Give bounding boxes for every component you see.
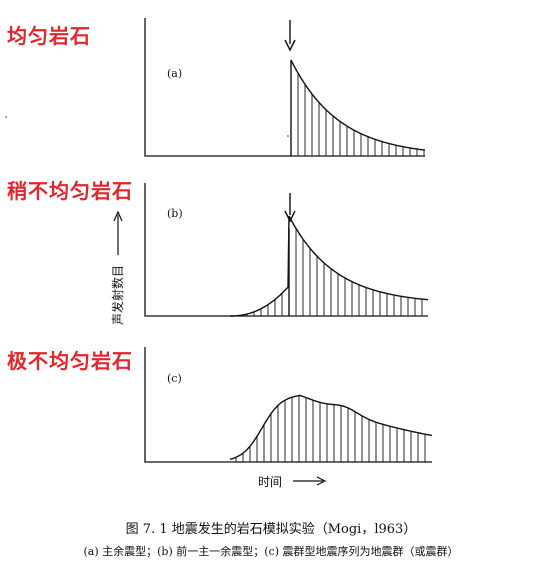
panel-a: (a) xyxy=(144,18,426,157)
panel-c-tag: (c) xyxy=(167,372,182,385)
panel-b-axes xyxy=(144,183,428,317)
figure-caption-subtitle: (a) 主余震型；(b) 前一主一余震型；(c) 震群型地震序列为地震群（或震群… xyxy=(83,545,459,558)
panel-c: (c) xyxy=(144,347,433,463)
panel-c-curve xyxy=(229,394,433,460)
label-slightly-heterogeneous-rock: 稍不均匀岩石 xyxy=(7,179,133,203)
label-highly-heterogeneous-rock: 极不均匀岩石 xyxy=(7,349,133,373)
label-homogeneous-rock: 均匀岩石 xyxy=(7,24,91,48)
panel-c-axes xyxy=(144,347,432,463)
panel-a-axes xyxy=(144,18,425,157)
y-axis-label: 声发射数目 xyxy=(110,265,125,325)
panel-b-arrow xyxy=(284,193,296,223)
panel-b-hatching xyxy=(246,216,423,316)
x-axis-label-group: 时间 xyxy=(258,475,327,489)
stray-dot xyxy=(287,135,289,137)
stray-dot xyxy=(5,116,7,118)
figure-caption-title: 图 7. 1 地震发生的岩石模拟实验（Mogi，l963） xyxy=(125,522,417,537)
panel-a-curve xyxy=(290,59,426,151)
panel-a-arrow xyxy=(284,20,296,52)
y-axis-label-group: 声发射数目 xyxy=(110,210,125,325)
panel-b-curve xyxy=(230,215,429,317)
panel-c-hatching xyxy=(235,395,426,462)
panel-a-tag: (a) xyxy=(167,67,182,80)
panel-b: (b) xyxy=(144,183,429,317)
panel-b-tag: (b) xyxy=(167,207,183,220)
panel-a-hatching xyxy=(290,60,425,156)
x-axis-label: 时间 xyxy=(258,475,282,489)
